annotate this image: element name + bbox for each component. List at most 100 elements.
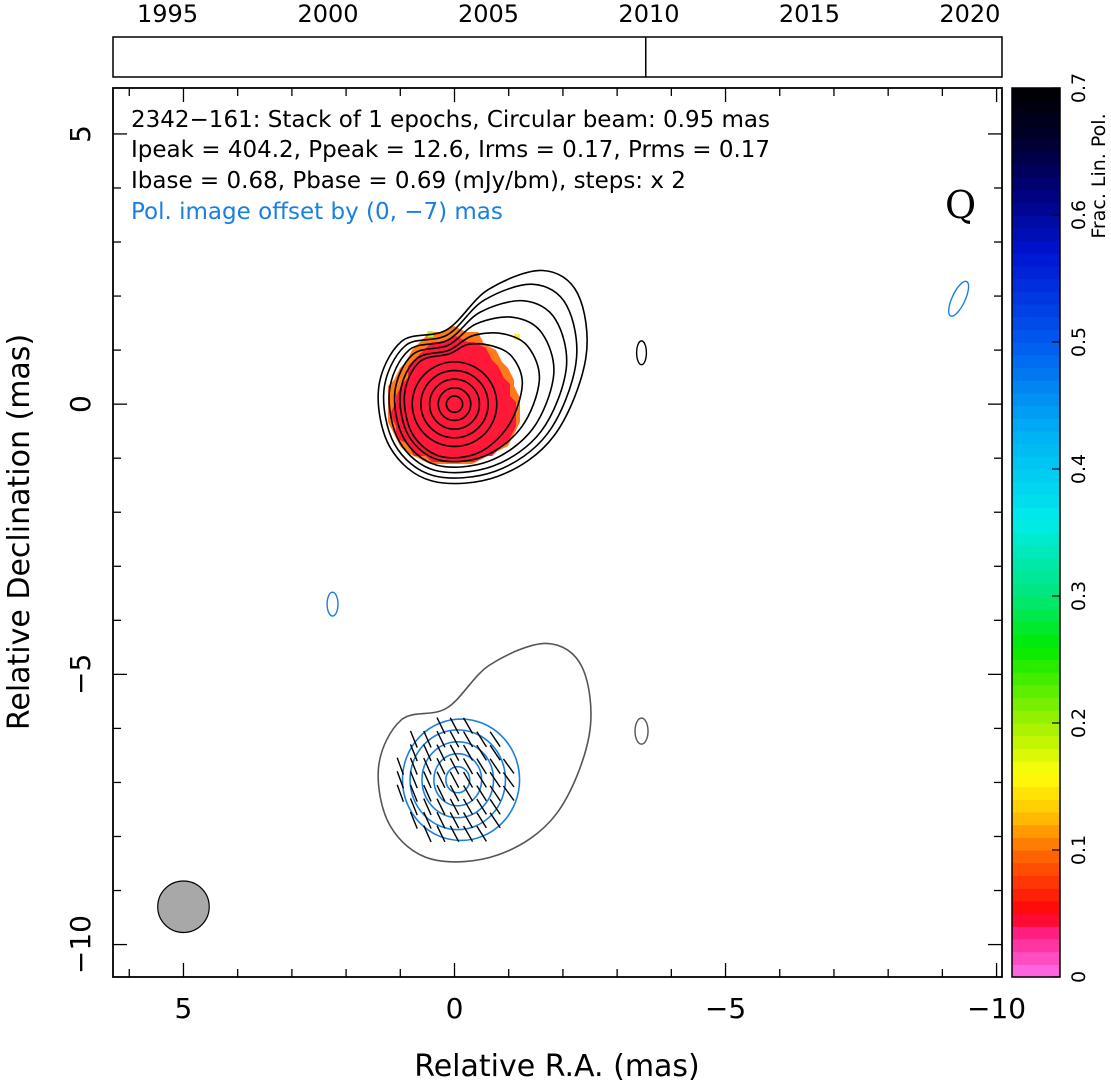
x-tick-labels: 5 0 −5 −10 bbox=[175, 992, 1027, 1025]
evpa-tick bbox=[502, 758, 515, 774]
evpa-tick bbox=[489, 758, 501, 775]
colorbar-band bbox=[1012, 786, 1060, 800]
stokes-i-contour bbox=[382, 283, 578, 479]
axis-ticks bbox=[113, 88, 1002, 977]
colorbar-band bbox=[1012, 646, 1060, 661]
colorbar-frame bbox=[1011, 87, 1061, 978]
evpa-tick bbox=[449, 798, 460, 816]
colorbar-band bbox=[1012, 875, 1060, 889]
colorbar-band bbox=[1012, 227, 1060, 241]
colorbar-band bbox=[1012, 951, 1060, 965]
evpa-tick bbox=[449, 717, 460, 734]
evpa-tick bbox=[423, 811, 432, 829]
colorbar-tick-label: 0.3 bbox=[1068, 581, 1090, 611]
colorbar-band bbox=[1012, 494, 1060, 508]
evpa-tick bbox=[476, 825, 487, 842]
stokes-i-contour bbox=[377, 269, 588, 485]
fractional-pol-speck bbox=[514, 333, 521, 340]
evpa-tick bbox=[489, 798, 501, 815]
annotation-line-2: Ipeak = 404.2, Ppeak = 12.6, Irms = 0.17… bbox=[131, 137, 770, 163]
colorbar: 0 0.1 0.2 0.3 0.4 0.5 0.6 0.7 Frac. Lin. Pol. bbox=[1011, 73, 1110, 983]
x-tick-label: 5 bbox=[175, 992, 193, 1025]
evpa-tick bbox=[409, 757, 418, 775]
colorbar-band bbox=[1012, 735, 1060, 749]
colorbar-band bbox=[1012, 303, 1060, 318]
colorbar-band bbox=[1012, 176, 1060, 191]
colorbar-tick-label: 0.1 bbox=[1068, 835, 1090, 865]
colorbar-band bbox=[1012, 684, 1060, 699]
evpa-tick bbox=[409, 798, 418, 816]
colorbar-band bbox=[1012, 202, 1060, 216]
colorbar-band bbox=[1012, 557, 1060, 572]
evpa-tick bbox=[436, 811, 446, 829]
stokes-i-offset-contours bbox=[377, 642, 649, 863]
colorbar-band bbox=[1012, 964, 1060, 978]
pol-noise-contour bbox=[947, 280, 970, 317]
evpa-tick bbox=[436, 757, 446, 775]
colorbar-band bbox=[1012, 799, 1060, 813]
colorbar-gradient bbox=[1012, 88, 1060, 978]
colorbar-band bbox=[1012, 291, 1060, 305]
colorbar-band bbox=[1012, 380, 1060, 394]
evpa-tick bbox=[436, 825, 446, 843]
band-label: Q bbox=[945, 183, 976, 227]
stokes-i-core-contour bbox=[420, 369, 489, 439]
stokes-i-core-contour bbox=[411, 361, 498, 448]
evpa-tick bbox=[436, 730, 446, 748]
colorbar-band bbox=[1012, 367, 1060, 381]
timeline-year-label: 2015 bbox=[779, 0, 840, 28]
evpa-tick bbox=[489, 812, 501, 829]
evpa-vectors bbox=[396, 717, 515, 843]
x-axis-label: Relative R.A. (mas) bbox=[414, 1049, 700, 1084]
timeline-frame bbox=[112, 36, 1003, 78]
evpa-tick bbox=[436, 771, 446, 789]
colorbar-band bbox=[1012, 392, 1060, 407]
evpa-tick bbox=[423, 757, 432, 775]
stokes-i-core-contour bbox=[437, 387, 472, 422]
colorbar-band bbox=[1012, 710, 1060, 724]
colorbar-band bbox=[1012, 265, 1060, 280]
evpa-tick bbox=[476, 731, 487, 748]
colorbar-band bbox=[1012, 507, 1060, 521]
x-tick-label: −5 bbox=[705, 992, 746, 1025]
evpa-tick bbox=[462, 785, 474, 802]
colorbar-band bbox=[1012, 634, 1060, 648]
evpa-tick bbox=[409, 784, 418, 802]
evpa-tick bbox=[462, 798, 474, 815]
colorbar-band bbox=[1012, 837, 1060, 851]
colorbar-band bbox=[1012, 608, 1060, 622]
evpa-tick bbox=[476, 812, 487, 829]
timeline-year-label: 2010 bbox=[618, 0, 679, 28]
stokes-i-contour bbox=[399, 332, 541, 463]
stokes-i-core-contour bbox=[428, 378, 481, 430]
colorbar-band bbox=[1012, 443, 1060, 457]
colorbar-band bbox=[1012, 723, 1060, 737]
colorbar-band bbox=[1012, 113, 1060, 127]
colorbar-band bbox=[1012, 672, 1060, 686]
evpa-tick bbox=[423, 771, 432, 789]
evpa-tick bbox=[462, 825, 474, 842]
colorbar-band bbox=[1012, 850, 1060, 864]
x-tick-label: −10 bbox=[967, 992, 1026, 1025]
y-tick-label: −10 bbox=[64, 915, 97, 974]
colorbar-band bbox=[1012, 354, 1060, 368]
evpa-tick bbox=[449, 744, 460, 761]
evpa-tick bbox=[436, 744, 446, 762]
colorbar-band bbox=[1012, 481, 1060, 495]
colorbar-band bbox=[1012, 519, 1060, 534]
plot-frame bbox=[112, 87, 1003, 978]
evpa-tick bbox=[449, 784, 460, 802]
evpa-tick bbox=[489, 731, 501, 748]
evpa-tick bbox=[502, 785, 515, 801]
annotation-line-3: Ibase = 0.68, Pbase = 0.69 (mJy/bm), ste… bbox=[131, 168, 686, 194]
colorbar-band bbox=[1012, 405, 1060, 419]
y-tick-labels: 5 0 −5 −10 bbox=[64, 125, 97, 974]
annotation-line-1: 2342−161: Stack of 1 epochs, Circular be… bbox=[131, 107, 770, 133]
colorbar-band bbox=[1012, 596, 1060, 610]
colorbar-band bbox=[1012, 151, 1060, 165]
colorbar-band bbox=[1012, 100, 1060, 114]
pol-contour bbox=[445, 765, 471, 794]
evpa-tick bbox=[396, 784, 405, 802]
evpa-tick bbox=[449, 825, 460, 843]
